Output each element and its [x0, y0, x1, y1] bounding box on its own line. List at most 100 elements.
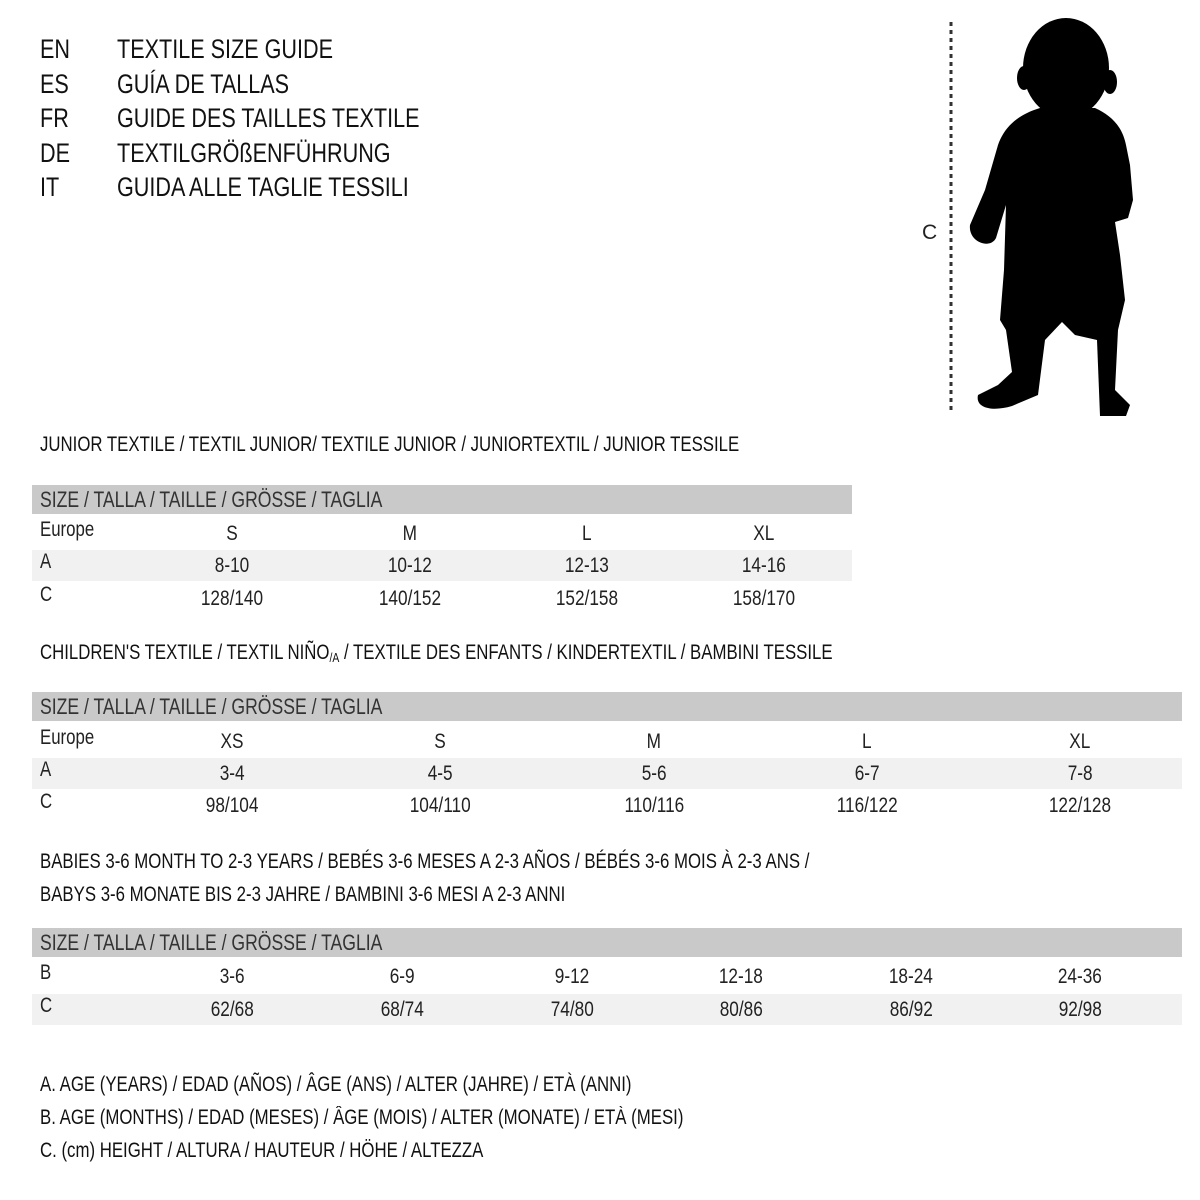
- row-label: A: [40, 758, 54, 782]
- table-cell-text: 8-10: [214, 554, 250, 577]
- table-cell-text: 12-13: [564, 554, 610, 577]
- table-cell: 74/80: [492, 998, 652, 1022]
- table-cell-text: 10-12: [387, 554, 433, 577]
- row-label-text: C: [40, 583, 53, 606]
- table-cell: M: [330, 522, 490, 546]
- table-cell: 86/92: [831, 998, 991, 1022]
- language-code-text: EN: [40, 34, 71, 64]
- row-label-text: B: [40, 961, 52, 984]
- row-label: Europe: [40, 518, 108, 542]
- table-cell: 7-8: [1000, 762, 1160, 786]
- row-label: C: [40, 994, 55, 1018]
- row-label-text: Europe: [40, 726, 95, 749]
- table-cell: 6-7: [787, 762, 947, 786]
- table-cell: 9-12: [492, 965, 652, 989]
- table-cell-text: 74/80: [550, 998, 594, 1021]
- guide-title-text: GUIDE DES TAILLES TEXTILE: [117, 103, 420, 133]
- table-cell-text: 116/122: [836, 794, 898, 817]
- table-cell: S: [360, 730, 520, 754]
- table-cell: XL: [1000, 730, 1160, 754]
- table-row-stripe: [32, 758, 1182, 789]
- junior-heading: JUNIOR TEXTILE / TEXTIL JUNIOR/ TEXTILE …: [40, 433, 740, 456]
- table-cell: 12-13: [507, 554, 667, 578]
- babies-size-header: SIZE / TALLA / TAILLE / GRÖSSE / TAGLIA: [32, 928, 1182, 957]
- table-cell-text: 6-9: [389, 965, 415, 988]
- table-cell: 92/98: [1000, 998, 1160, 1022]
- legend-item-text: B. AGE (MONTHS) / EDAD (MESES) / ÂGE (MO…: [40, 1106, 684, 1129]
- children-size-header: SIZE / TALLA / TAILLE / GRÖSSE / TAGLIA: [32, 692, 1182, 721]
- table-cell: 12-18: [661, 965, 821, 989]
- table-cell-text: S: [434, 730, 446, 753]
- table-cell: 140/152: [330, 587, 490, 611]
- language-code: FR: [40, 103, 76, 133]
- table-cell: 14-16: [684, 554, 844, 578]
- table-cell-text: 92/98: [1058, 998, 1102, 1021]
- table-cell-text: 86/92: [889, 998, 933, 1021]
- table-cell: 6-9: [322, 965, 482, 989]
- table-cell-text: M: [646, 730, 662, 753]
- table-cell-text: L: [582, 522, 592, 545]
- table-cell: 98/104: [152, 794, 312, 818]
- table-cell-text: 152/158: [555, 587, 619, 610]
- row-label-text: C: [40, 790, 53, 813]
- table-cell-text: XL: [753, 522, 775, 545]
- row-label-text: Europe: [40, 518, 95, 541]
- table-cell-text: 62/68: [210, 998, 254, 1021]
- table-cell: M: [574, 730, 734, 754]
- table-cell-text: 4-5: [427, 762, 453, 785]
- table-cell-text: 18-24: [888, 965, 934, 988]
- legend-item: C. (cm) HEIGHT / ALTURA / HAUTEUR / HÖHE…: [40, 1139, 594, 1163]
- table-cell: 4-5: [360, 762, 520, 786]
- table-cell: 122/128: [1000, 794, 1160, 818]
- table-cell: 116/122: [787, 794, 947, 818]
- table-cell-text: 98/104: [205, 794, 259, 817]
- language-code: DE: [40, 138, 78, 168]
- child-silhouette-figure: C: [922, 18, 1133, 416]
- guide-title: GUÍA DE TALLAS: [117, 69, 332, 99]
- table-cell-text: M: [402, 522, 418, 545]
- table-cell-text: L: [862, 730, 872, 753]
- table-cell: 152/158: [507, 587, 667, 611]
- table-cell-text: 140/152: [378, 587, 442, 610]
- height-label: C: [922, 221, 937, 244]
- table-cell-text: 104/110: [409, 794, 471, 817]
- legend-item: A. AGE (YEARS) / EDAD (AÑOS) / ÂGE (ANS)…: [40, 1073, 779, 1097]
- table-cell: S: [152, 522, 312, 546]
- table-cell-text: XL: [1069, 730, 1091, 753]
- table-row-stripe: [32, 994, 1182, 1025]
- row-label: B: [40, 961, 54, 985]
- table-cell-text: 110/116: [624, 794, 684, 817]
- table-cell: 104/110: [360, 794, 520, 818]
- guide-title-text: TEXTILE SIZE GUIDE: [117, 34, 334, 64]
- guide-title-text: GUÍA DE TALLAS: [117, 68, 290, 99]
- junior-size-header: SIZE / TALLA / TAILLE / GRÖSSE / TAGLIA: [32, 485, 852, 514]
- language-code-text: DE: [40, 137, 71, 168]
- language-code-text: FR: [40, 103, 69, 133]
- guide-title: TEXTILGRÖßENFÜHRUNG: [117, 138, 459, 168]
- babies-heading-line2: BABYS 3-6 MONATE BIS 2-3 JAHRE / BAMBINI…: [40, 883, 566, 906]
- table-cell: 24-36: [1000, 965, 1160, 989]
- table-cell-text: 24-36: [1057, 965, 1103, 988]
- table-cell-text: 5-6: [641, 762, 667, 785]
- table-row-stripe: [32, 550, 852, 581]
- table-cell-text: 80/86: [719, 998, 763, 1021]
- language-code-text: IT: [40, 172, 60, 202]
- legend-item-text: A. AGE (YEARS) / EDAD (AÑOS) / ÂGE (ANS)…: [40, 1073, 632, 1096]
- table-cell: XS: [152, 730, 312, 754]
- legend-item-text: C. (cm) HEIGHT / ALTURA / HAUTEUR / HÖHE…: [40, 1139, 484, 1162]
- guide-title: GUIDE DES TAILLES TEXTILE: [117, 103, 495, 133]
- table-cell: 5-6: [574, 762, 734, 786]
- table-cell-text: 3-6: [219, 965, 245, 988]
- table-cell: L: [787, 730, 947, 754]
- table-cell: 158/170: [684, 587, 844, 611]
- row-label-text: C: [40, 994, 53, 1017]
- table-cell: 68/74: [322, 998, 482, 1022]
- child-silhouette-icon: [969, 18, 1133, 416]
- guide-title-text: GUIDA ALLE TAGLIE TESSILI: [117, 172, 409, 202]
- table-cell: 110/116: [574, 794, 734, 818]
- row-label-text: A: [40, 550, 52, 573]
- table-cell-text: 9-12: [554, 965, 590, 988]
- guide-title-text: TEXTILGRÖßENFÜHRUNG: [117, 137, 391, 168]
- table-cell: 10-12: [330, 554, 490, 578]
- table-cell: 80/86: [661, 998, 821, 1022]
